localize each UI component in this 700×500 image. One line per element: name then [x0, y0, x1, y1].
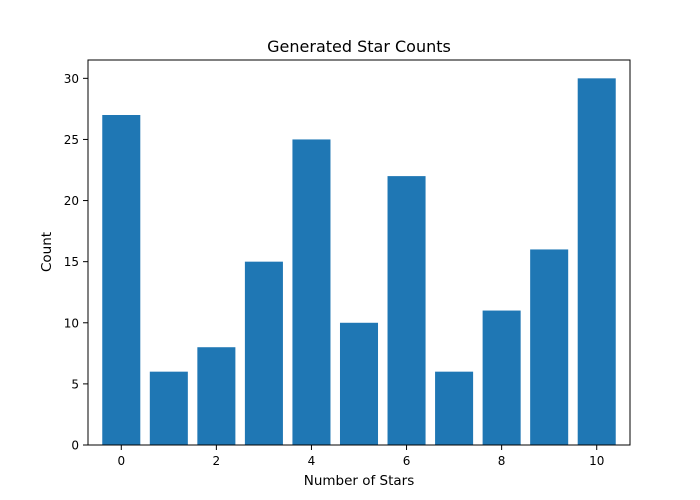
y-axis-label: Count [39, 232, 55, 272]
y-tick-label-5: 5 [71, 377, 79, 391]
y-tick-label-15: 15 [64, 255, 79, 269]
y-ticks-layer: 0 5 10 15 20 25 30 [64, 72, 88, 453]
x-tick-label-2: 2 [213, 454, 221, 468]
x-tick-label-4: 4 [308, 454, 316, 468]
bar-2 [197, 347, 236, 445]
bars-layer [102, 78, 616, 445]
x-tick-label-6: 6 [403, 454, 411, 468]
bar-1 [149, 371, 188, 445]
x-tick-label-0: 0 [117, 454, 125, 468]
y-tick-label-25: 25 [64, 133, 79, 147]
x-axis-label: Number of Stars [304, 473, 415, 489]
x-tick-label-8: 8 [498, 454, 506, 468]
bar-8 [482, 310, 521, 445]
bar-10 [577, 78, 616, 445]
plot-frame [87, 59, 631, 446]
y-tick-label-20: 20 [64, 194, 79, 208]
bar-0 [102, 115, 141, 445]
bar-9 [530, 249, 569, 445]
y-tick-label-10: 10 [64, 316, 79, 330]
bar-6 [387, 176, 426, 445]
bar-7 [435, 371, 474, 445]
bar-5 [339, 322, 379, 445]
x-ticks-layer: 0 2 4 6 8 10 [117, 445, 604, 468]
x-tick-label-10: 10 [589, 454, 604, 468]
y-tick-label-30: 30 [64, 72, 79, 86]
bar-4 [292, 139, 331, 445]
chart-title: Generated Star Counts [267, 37, 451, 56]
y-tick-label-0: 0 [71, 439, 79, 453]
bar-3 [244, 261, 283, 445]
